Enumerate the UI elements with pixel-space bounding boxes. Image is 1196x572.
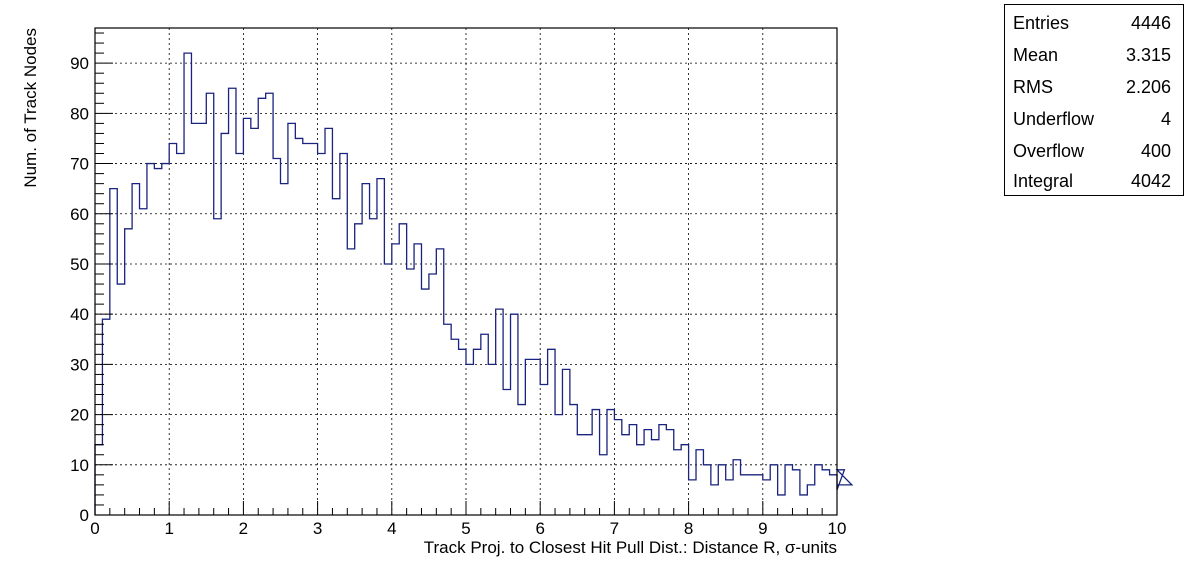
stats-label: Underflow bbox=[1013, 108, 1095, 129]
y-axis-label: Num. of Track Nodes bbox=[21, 28, 40, 188]
y-tick-label: 80 bbox=[70, 104, 89, 123]
histogram-series bbox=[94, 52, 854, 515]
y-tick-label: 50 bbox=[70, 255, 89, 274]
y-tick-label: 60 bbox=[70, 205, 89, 224]
stats-label: Overflow bbox=[1013, 140, 1085, 161]
x-tick-label: 0 bbox=[90, 519, 99, 538]
x-tick-label: 1 bbox=[164, 519, 173, 538]
x-tick-label: 2 bbox=[239, 519, 248, 538]
x-tick-label: 4 bbox=[387, 519, 396, 538]
x-axis-label: Track Proj. to Closest Hit Pull Dist.: D… bbox=[424, 538, 837, 557]
y-tick-label: 10 bbox=[70, 456, 89, 475]
stats-value: 4042 bbox=[1130, 170, 1171, 191]
stats-value: 4446 bbox=[1130, 12, 1171, 33]
stats-row: Entries 4446 bbox=[1013, 7, 1171, 39]
stats-value: 400 bbox=[1140, 140, 1171, 161]
y-tick-label: 0 bbox=[80, 506, 89, 525]
y-tick-label: 40 bbox=[70, 305, 89, 324]
stats-label: Mean bbox=[1013, 44, 1059, 65]
stats-value: 2.206 bbox=[1125, 76, 1171, 97]
stats-box: Entries 4446 Mean 3.315 RMS 2.206 Underf… bbox=[1004, 4, 1184, 196]
y-tick-label: 30 bbox=[70, 355, 89, 374]
axis-ticks: 0 1 2 3 4 5 6 7 8 9 10 0 10 20 30 40 50 60 70 80 90 bbox=[70, 32, 847, 538]
stats-row: RMS 2.206 bbox=[1013, 71, 1171, 103]
x-tick-label: 3 bbox=[313, 519, 322, 538]
stats-row: Overflow 400 bbox=[1013, 135, 1171, 167]
y-tick-label: 90 bbox=[70, 54, 89, 73]
stats-label: Integral bbox=[1013, 170, 1074, 191]
stats-row: Integral 4042 bbox=[1013, 165, 1171, 197]
stats-value: 4 bbox=[1160, 108, 1171, 129]
y-tick-label: 70 bbox=[70, 155, 89, 174]
x-tick-label: 5 bbox=[461, 519, 470, 538]
stats-label: RMS bbox=[1013, 76, 1053, 97]
x-tick-label: 8 bbox=[684, 519, 693, 538]
x-tick-label: 10 bbox=[828, 519, 847, 538]
stats-value: 3.315 bbox=[1125, 44, 1171, 65]
grid-lines bbox=[95, 28, 837, 515]
y-tick-label: 20 bbox=[70, 406, 89, 425]
x-tick-label: 7 bbox=[610, 519, 619, 538]
stats-row: Mean 3.315 bbox=[1013, 39, 1171, 71]
stats-row: Underflow 4 bbox=[1013, 103, 1171, 135]
x-tick-label: 9 bbox=[758, 519, 767, 538]
x-tick-label: 6 bbox=[535, 519, 544, 538]
stats-label: Entries bbox=[1013, 12, 1070, 33]
